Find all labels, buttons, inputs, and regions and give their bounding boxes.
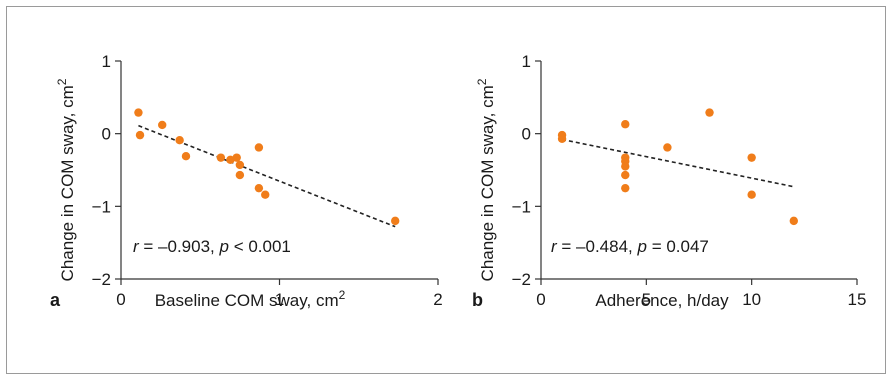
panel-b-x-axis-label-text: Adherence, h/day — [595, 291, 729, 310]
panel-b-stat-r-value: = –0.484, — [557, 237, 638, 256]
panel-a-data-point — [261, 190, 270, 199]
panel-a-data-point — [158, 120, 167, 130]
panel-a-x-tick-label: 0 — [116, 290, 125, 309]
panel-a-y-tick-label: −1 — [92, 197, 111, 216]
panel-a-y-tick-label: 0 — [102, 125, 111, 144]
panel-b-y-tick-label: −2 — [512, 270, 531, 289]
panel-b-stat-p-label: p — [637, 237, 647, 256]
panel-a-y-axis-label-sup: 2 — [55, 78, 69, 85]
panel-a-stat-r-value: = –0.903, — [139, 237, 220, 256]
panel-b-data-point — [747, 153, 756, 162]
panel-a-data-point — [226, 155, 235, 165]
panel-a-x-axis-label: Baseline COM sway, cm2 — [155, 288, 346, 310]
panel-a-data-point — [254, 183, 264, 193]
panel-b-data-point — [557, 134, 567, 143]
panel-a-y-tick-label: 1 — [102, 52, 111, 71]
panel-b-x-tick-label: 5 — [642, 290, 651, 309]
panel-b-y-axis-label-sup: 2 — [475, 78, 489, 85]
figure-frame — [6, 6, 886, 374]
panel-a-stat-annotation: r = –0.903, p < 0.001 — [133, 237, 291, 256]
panel-a-x-axis-label-text: Baseline COM sway, cm — [155, 291, 339, 310]
panel-a-data-point — [181, 151, 191, 161]
panel-b-x-axis-label: Adherence, h/day — [595, 291, 729, 310]
panel-a-data-point — [235, 170, 245, 180]
panel-a-data-point — [391, 216, 400, 226]
panel-a-x-tick-label: 1 — [275, 290, 284, 309]
panel-a-stat-p-label: p — [219, 237, 229, 256]
panel-a-x-tick-label: 2 — [433, 290, 442, 309]
panel-b-y-tick-label: −1 — [512, 197, 531, 216]
panel-a-data-point — [254, 143, 264, 152]
panel-b-data-point — [705, 108, 714, 117]
panel-b-panel-letter: b — [472, 290, 483, 310]
panel-b-x-tick-label: 15 — [848, 290, 867, 309]
panel-b-trend-line — [561, 138, 794, 188]
panel-b-y-tick-label: 1 — [522, 52, 531, 71]
panel-b-data-point — [663, 143, 672, 152]
panel-b-y-tick-label: 0 — [522, 125, 531, 144]
panel-b-data-point — [621, 170, 630, 180]
panel-b-stat-p-value: = 0.047 — [647, 237, 709, 256]
panel-a-y-tick-label: −2 — [92, 270, 111, 289]
panel-b-y-axis-label-text: Change in COM sway, cm — [478, 85, 497, 281]
panel-b-data-point — [789, 216, 798, 226]
panel-b-data-point — [621, 183, 630, 193]
panel-a-x-axis-label-sup: 2 — [339, 288, 346, 302]
panel-b-x-tick-label: 0 — [536, 290, 545, 309]
panel-a-stat-p-value: < 0.001 — [229, 237, 291, 256]
panel-a-data-point — [175, 136, 184, 145]
panel-a-data-point — [134, 108, 143, 117]
panel-b-data-point — [747, 190, 756, 199]
panel-b-data-point — [621, 162, 630, 171]
panel-a-y-axis-label-text: Change in COM sway, cm — [58, 85, 77, 281]
panel-b-y-axis-label: Change in COM sway, cm2 — [475, 78, 497, 281]
panel-b-stat-annotation: r = –0.484, p = 0.047 — [551, 237, 709, 256]
panel-b-stat-r-label: r — [551, 237, 558, 256]
panel-b-x-tick-label: 10 — [742, 290, 761, 309]
panel-a-y-axis-label: Change in COM sway, cm2 — [55, 78, 77, 281]
panel-a-data-point — [216, 153, 226, 162]
panel-a-data-point — [232, 153, 241, 162]
panel-a-stat-r-label: r — [133, 237, 140, 256]
panel-b-data-point — [621, 120, 630, 129]
panel-a-panel-letter: a — [50, 290, 61, 310]
panel-a-data-point — [135, 130, 145, 140]
panel-a-data-point — [235, 160, 245, 170]
